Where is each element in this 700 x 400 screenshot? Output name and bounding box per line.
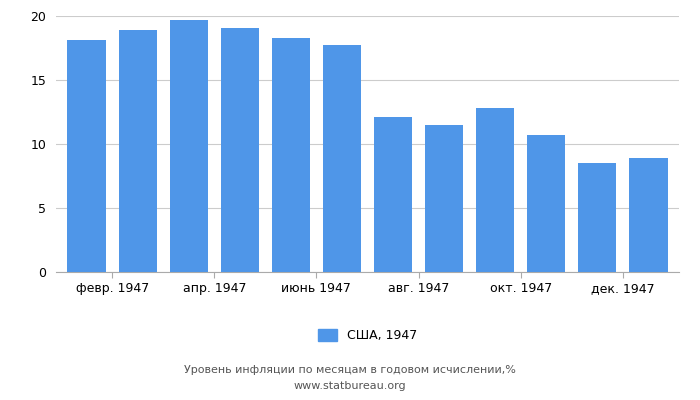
Bar (272, 38, 310, 272)
Bar (323, 46, 361, 272)
Bar (118, 30, 157, 272)
Bar (476, 108, 514, 272)
Bar (169, 20, 208, 272)
Bar (374, 117, 412, 272)
Text: Уровень инфляции по месяцам в годовом исчислении,%: Уровень инфляции по месяцам в годовом ис… (184, 365, 516, 375)
Bar (578, 163, 617, 272)
Bar (425, 125, 463, 272)
Bar (67, 40, 106, 272)
Legend: США, 1947: США, 1947 (313, 324, 422, 347)
Bar (527, 135, 566, 272)
Bar (220, 28, 259, 272)
Text: www.statbureau.org: www.statbureau.org (294, 381, 406, 391)
Bar (629, 158, 668, 272)
